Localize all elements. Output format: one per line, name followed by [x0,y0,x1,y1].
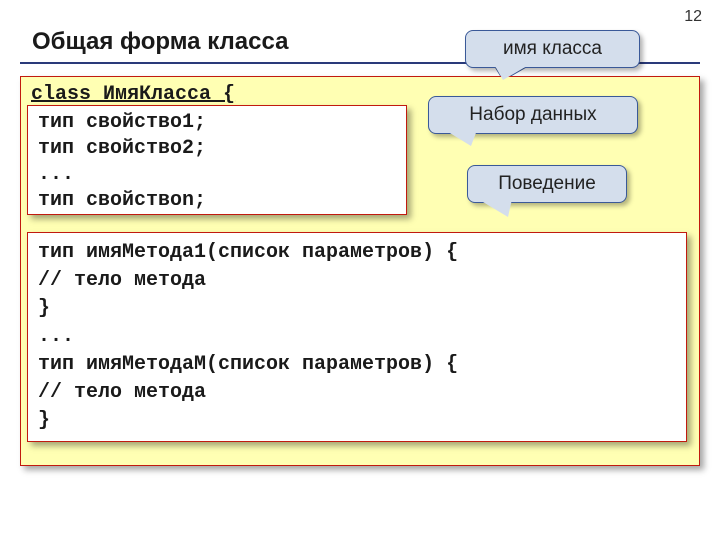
slide-title: Общая форма класса [32,28,288,56]
code-main-box: class ИмяКласса { тип свойство1; тип сво… [20,76,700,466]
methods-code-text: тип имяМетода1(список параметров) { // т… [38,239,676,435]
callout-pointer [478,199,512,217]
fields-code-box: тип свойство1; тип свойство2; ... тип св… [27,105,407,215]
callout-data-set: Набор данных [428,96,638,134]
callout-class-name: имя класса [465,30,640,68]
class-declaration-line: class ИмяКласса { [31,83,235,106]
callout-behavior: Поведение [467,165,627,203]
page-number: 12 [684,8,702,26]
callout-pointer [495,66,527,80]
methods-code-box: тип имяМетода1(список параметров) { // т… [27,232,687,442]
callout-pointer [445,130,477,146]
fields-code-text: тип свойство1; тип свойство2; ... тип св… [38,110,396,214]
